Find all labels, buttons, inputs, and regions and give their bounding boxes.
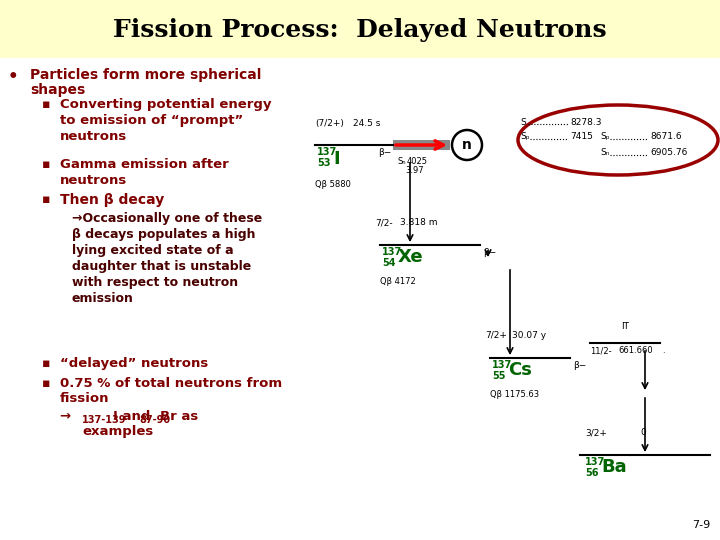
Text: Cs: Cs <box>508 361 532 379</box>
Text: 6905.76: 6905.76 <box>650 148 688 157</box>
Text: examples: examples <box>82 425 153 438</box>
Text: 137-139: 137-139 <box>82 415 127 425</box>
Text: .: . <box>662 346 665 355</box>
Text: 8278.3: 8278.3 <box>570 118 601 127</box>
Text: ▪: ▪ <box>42 193 50 206</box>
Text: 7-9: 7-9 <box>692 520 710 530</box>
Text: n: n <box>462 138 472 152</box>
Bar <box>393 140 450 150</box>
Text: 53: 53 <box>317 158 330 168</box>
Text: Then β decay: Then β decay <box>60 193 164 207</box>
Text: Sₙ: Sₙ <box>600 148 609 157</box>
Text: β−: β− <box>573 361 586 370</box>
Text: Qβ 4172: Qβ 4172 <box>380 277 415 286</box>
Text: 11/2-: 11/2- <box>590 346 611 355</box>
Text: •: • <box>8 68 19 86</box>
Text: 7415: 7415 <box>570 132 593 141</box>
Text: 8671.6: 8671.6 <box>650 132 682 141</box>
Text: Sₚ: Sₚ <box>600 132 610 141</box>
Text: Xe: Xe <box>398 248 423 266</box>
Text: Particles form more spherical: Particles form more spherical <box>30 68 261 82</box>
Text: IT: IT <box>621 322 629 331</box>
Text: ▪: ▪ <box>42 357 50 370</box>
Text: shapes: shapes <box>30 83 85 97</box>
Text: S: S <box>520 118 526 127</box>
Text: Gamma emission after
neutrons: Gamma emission after neutrons <box>60 158 229 187</box>
Text: 661.660: 661.660 <box>618 346 652 355</box>
Text: ▪: ▪ <box>42 98 50 111</box>
Text: β−: β− <box>483 248 496 257</box>
Text: 56: 56 <box>585 468 598 478</box>
Text: ▪: ▪ <box>42 158 50 171</box>
Text: →Occasionally one of these
β decays populates a high
lying excited state of a
da: →Occasionally one of these β decays popu… <box>72 212 262 305</box>
Text: 54: 54 <box>382 258 395 268</box>
Text: Converting potential energy
to emission of “prompt”
neutrons: Converting potential energy to emission … <box>60 98 271 143</box>
Text: 0: 0 <box>640 428 646 437</box>
Text: Br as: Br as <box>160 410 198 423</box>
Text: 30.07 y: 30.07 y <box>512 331 546 340</box>
Text: 0.75 % of total neutrons from: 0.75 % of total neutrons from <box>60 377 282 390</box>
Text: I: I <box>333 150 340 168</box>
Text: ▪: ▪ <box>42 377 50 390</box>
Text: 7/2+: 7/2+ <box>485 331 507 340</box>
Text: (7/2+): (7/2+) <box>315 119 344 128</box>
Text: 3.818 m: 3.818 m <box>400 218 438 227</box>
Text: fission: fission <box>60 392 109 405</box>
Text: 137: 137 <box>382 247 402 257</box>
Text: →: → <box>60 410 81 423</box>
Text: Sₚ: Sₚ <box>520 132 530 141</box>
Text: Qβ 5880: Qβ 5880 <box>315 180 351 189</box>
Text: 3/2+: 3/2+ <box>585 428 607 437</box>
Text: 137: 137 <box>317 147 337 157</box>
Text: 137: 137 <box>492 360 512 370</box>
Text: 137: 137 <box>585 457 606 467</box>
Text: 24.5 s: 24.5 s <box>353 119 380 128</box>
Text: I and: I and <box>113 410 155 423</box>
Bar <box>0 0 720 58</box>
Text: 7/2-: 7/2- <box>375 218 392 227</box>
Text: 4025: 4025 <box>407 157 428 166</box>
Text: Ba: Ba <box>601 458 626 476</box>
Text: “delayed” neutrons: “delayed” neutrons <box>60 357 208 370</box>
Text: 87-90: 87-90 <box>139 415 170 425</box>
Text: 55: 55 <box>492 371 505 381</box>
Text: β−: β− <box>378 148 391 157</box>
Text: 3.97: 3.97 <box>405 166 423 175</box>
Text: Qβ 1175.63: Qβ 1175.63 <box>490 390 539 399</box>
Text: Fission Process:  Delayed Neutrons: Fission Process: Delayed Neutrons <box>113 18 607 42</box>
Text: Sₙ: Sₙ <box>398 157 407 166</box>
